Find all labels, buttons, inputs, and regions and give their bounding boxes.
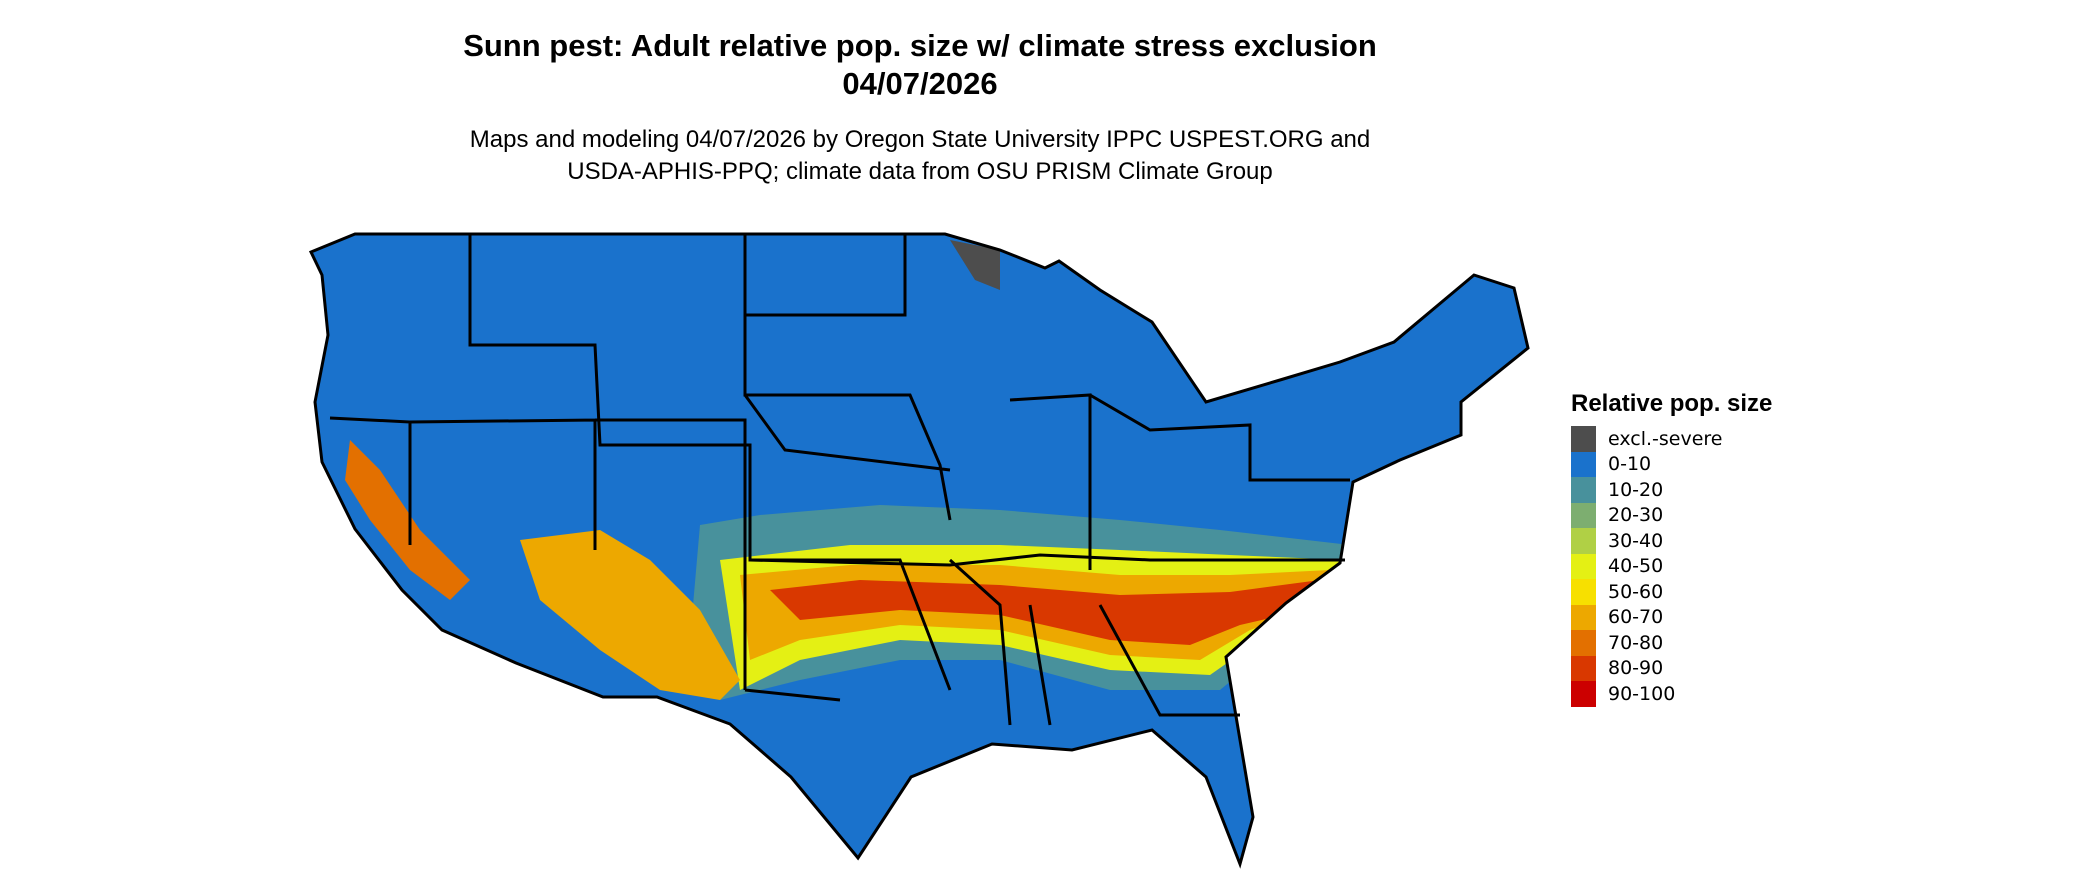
legend-swatch (1571, 579, 1596, 605)
legend-swatch (1571, 681, 1596, 707)
legend-item: 70-80 (1571, 630, 1772, 656)
legend-label: 60-70 (1608, 606, 1664, 629)
legend-swatch (1571, 553, 1596, 579)
legend-swatch (1571, 451, 1596, 477)
legend-label: 80-90 (1608, 657, 1664, 680)
legend-item: 30-40 (1571, 528, 1772, 554)
legend-title: Relative pop. size (1571, 390, 1773, 417)
legend-label: 10-20 (1608, 478, 1664, 501)
legend-swatch (1571, 655, 1596, 681)
legend-item: 0-10 (1571, 451, 1772, 477)
legend-swatch (1571, 604, 1596, 630)
legend-label: 50-60 (1608, 580, 1664, 603)
region-southwest (520, 530, 740, 700)
region-excl-severe (950, 240, 1000, 290)
state-borders (309, 232, 1530, 866)
legend-item: 40-50 (1571, 553, 1772, 579)
legend-item: 80-90 (1571, 655, 1772, 681)
legend-item: 10-20 (1571, 477, 1772, 503)
region-80-90 (770, 580, 1320, 645)
legend: Relative pop. size excl.-severe 0-10 10-20… (1571, 390, 1772, 707)
legend-item: excl.-severe (1571, 426, 1772, 452)
map-date: 04/07/2026 (842, 66, 998, 101)
legend-label: 40-50 (1608, 555, 1664, 578)
legend-label: 20-30 (1608, 504, 1664, 527)
subtitle-line-1: Maps and modeling 04/07/2026 by Oregon S… (469, 126, 1371, 153)
legend-label: 70-80 (1608, 631, 1664, 654)
legend-swatch (1571, 528, 1596, 554)
legend-item: 50-60 (1571, 579, 1772, 605)
legend-item: 90-100 (1571, 681, 1772, 707)
legend-label: 90-100 (1608, 682, 1676, 705)
legend-label: 30-40 (1608, 529, 1664, 552)
legend-item: 60-70 (1571, 604, 1772, 630)
legend-label: excl.-severe (1608, 427, 1723, 450)
region-california (345, 440, 470, 600)
legend-swatch (1571, 477, 1596, 503)
legend-swatch (1571, 502, 1596, 528)
legend-item: 20-30 (1571, 502, 1772, 528)
legend-swatch (1571, 630, 1596, 656)
subtitle-line-2: USDA-APHIS-PPQ; climate data from OSU PR… (567, 158, 1273, 185)
legend-swatch (1571, 426, 1596, 452)
map-title: Sunn pest: Adult relative pop. size w/ c… (463, 28, 1377, 63)
legend-label: 0-10 (1608, 453, 1652, 476)
